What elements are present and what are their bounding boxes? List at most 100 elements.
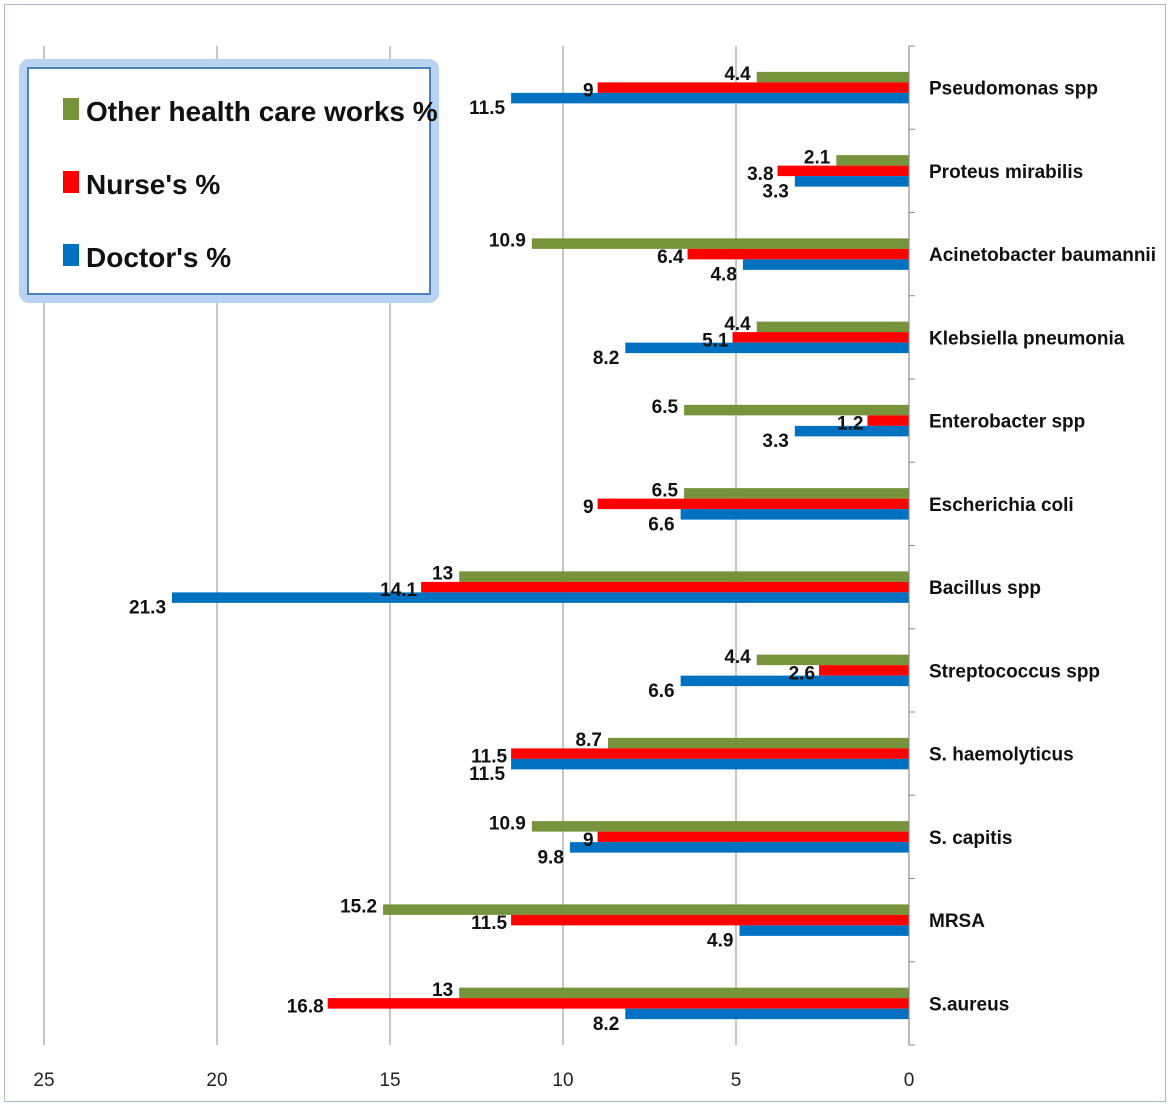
data-label-doctor-s-enterobacter-spp: 3.3 (762, 431, 788, 452)
legend-swatch-doctor-s (63, 244, 79, 266)
data-labels: 4.4911.52.13.83.310.96.44.84.45.18.26.51… (129, 64, 863, 1035)
data-label-doctor-s-streptococcus-spp: 6.6 (648, 681, 674, 702)
data-label-doctor-s-escherichia-coli: 6.6 (648, 514, 674, 535)
legend: Other health care works % Nurse's % Doctor… (19, 59, 439, 303)
x-tick-label-0: 0 (904, 1070, 915, 1091)
bar-other-health-care-works-mrsa (383, 904, 910, 915)
bar-other-health-care-works-klebsiella-pneumonia (756, 321, 909, 333)
legend-label-doctor-s: Doctor's % (86, 242, 231, 273)
data-label-nurse-s-acinetobacter-baumannii: 6.4 (657, 247, 684, 268)
bar-other-health-care-works-pseudomonas-spp (756, 71, 909, 83)
bar-other-health-care-works-escherichia-coli (684, 488, 909, 499)
bar-doctor-s-acinetobacter-baumannii (742, 259, 909, 270)
category-label-escherichia-coli: Escherichia coli (929, 495, 1074, 516)
data-label-doctor-s-bacillus-spp: 21.3 (129, 598, 166, 619)
bar-doctor-s-s-capitis (569, 842, 909, 853)
data-label-other-health-care-works-pseudomonas-spp: 4.4 (724, 64, 751, 85)
data-label-nurse-s-klebsiella-pneumonia: 5.1 (702, 330, 729, 351)
data-label-nurse-s-s-capitis: 9 (583, 830, 594, 851)
bar-nurse-s-escherichia-coli (597, 498, 909, 510)
bar-doctor-s-s-haemolyticus (511, 758, 909, 770)
data-label-other-health-care-works-escherichia-coli: 6.5 (652, 480, 679, 501)
x-tick-label-10: 10 (552, 1070, 573, 1091)
x-tick-label-5: 5 (731, 1070, 742, 1091)
bar-doctor-s-mrsa (739, 925, 909, 936)
bar-doctor-s-enterobacter-spp (794, 425, 909, 437)
category-label-s-haemolyticus: S. haemolyticus (929, 745, 1074, 766)
bar-nurse-s-mrsa (511, 914, 909, 926)
bar-nurse-s-enterobacter-spp (867, 415, 909, 426)
category-label-proteus-mirabilis: Proteus mirabilis (929, 162, 1083, 183)
data-label-nurse-s-mrsa: 11.5 (471, 913, 507, 934)
category-label-s-capitis: S. capitis (929, 828, 1012, 849)
data-label-other-health-care-works-s-capitis: 10.9 (489, 813, 526, 834)
bar-nurse-s-pseudomonas-spp (597, 82, 909, 93)
bar-nurse-s-klebsiella-pneumonia (732, 332, 909, 343)
bar-doctor-s-bacillus-spp (172, 592, 909, 603)
data-label-other-health-care-works-s-aureus: 13 (432, 980, 453, 1001)
bar-doctor-s-s-aureus (625, 1008, 909, 1020)
category-label-streptococcus-spp: Streptococcus spp (929, 661, 1100, 682)
data-label-doctor-s-s-haemolyticus: 11.5 (469, 764, 505, 785)
data-label-other-health-care-works-acinetobacter-baumannii: 10.9 (489, 231, 526, 252)
bar-nurse-s-bacillus-spp (421, 581, 909, 593)
category-labels: Pseudomonas spp Proteus mirabilis Acinetob… (929, 79, 1156, 1016)
legend-glow (19, 59, 439, 303)
category-label-bacillus-spp: Bacillus spp (929, 578, 1041, 599)
bar-nurse-s-streptococcus-spp (819, 665, 909, 676)
data-label-other-health-care-works-bacillus-spp: 13 (432, 564, 453, 585)
data-label-other-health-care-works-proteus-mirabilis: 2.1 (804, 147, 831, 168)
data-label-nurse-s-enterobacter-spp: 1.2 (837, 414, 863, 435)
data-label-nurse-s-bacillus-spp: 14.1 (380, 580, 417, 601)
data-label-doctor-s-mrsa: 4.9 (707, 931, 733, 952)
data-label-doctor-s-s-aureus: 8.2 (593, 1014, 619, 1035)
bar-other-health-care-works-enterobacter-spp (684, 404, 909, 416)
category-axis (908, 45, 915, 1046)
data-label-doctor-s-acinetobacter-baumannii: 4.8 (710, 265, 736, 286)
bar-other-health-care-works-acinetobacter-baumannii (531, 238, 909, 249)
data-label-nurse-s-proteus-mirabilis: 3.8 (747, 164, 773, 185)
data-label-doctor-s-s-capitis: 9.8 (537, 847, 563, 868)
bar-nurse-s-acinetobacter-baumannii (687, 248, 909, 260)
data-label-other-health-care-works-klebsiella-pneumonia: 4.4 (724, 314, 751, 335)
category-label-s-aureus: S.aureus (929, 994, 1009, 1015)
legend-swatch-nurse-s (63, 171, 79, 193)
bar-other-health-care-works-proteus-mirabilis (836, 155, 909, 166)
bar-doctor-s-klebsiella-pneumonia (625, 342, 909, 354)
data-label-other-health-care-works-mrsa: 15.2 (340, 897, 377, 918)
category-label-klebsiella-pneumonia: Klebsiella pneumonia (929, 328, 1125, 349)
x-axis-ticks: 25 20 15 10 5 0 (33, 1070, 914, 1091)
bar-nurse-s-s-haemolyticus (511, 748, 909, 759)
bars (172, 71, 910, 1020)
data-label-nurse-s-s-aureus: 16.8 (287, 996, 324, 1017)
x-tick-label-20: 20 (206, 1070, 227, 1091)
data-label-other-health-care-works-s-haemolyticus: 8.7 (576, 730, 602, 751)
category-label-mrsa: MRSA (929, 911, 985, 932)
bar-other-health-care-works-streptococcus-spp (756, 654, 909, 666)
data-label-doctor-s-proteus-mirabilis: 3.3 (762, 181, 788, 202)
bar-other-health-care-works-bacillus-spp (459, 571, 909, 582)
data-label-other-health-care-works-enterobacter-spp: 6.5 (652, 397, 679, 418)
category-label-acinetobacter-baumannii: Acinetobacter baumannii (929, 245, 1156, 266)
data-label-nurse-s-pseudomonas-spp: 9 (583, 81, 594, 102)
data-label-nurse-s-s-haemolyticus: 11.5 (471, 747, 507, 768)
data-label-nurse-s-streptococcus-spp: 2.6 (789, 663, 815, 684)
bar-doctor-s-pseudomonas-spp (511, 92, 909, 104)
bar-nurse-s-s-aureus (327, 998, 910, 1009)
legend-label-other-health-care-works: Other health care works % (86, 96, 438, 127)
bar-other-health-care-works-s-haemolyticus (607, 737, 909, 749)
bar-doctor-s-proteus-mirabilis (794, 176, 909, 187)
data-label-doctor-s-pseudomonas-spp: 11.5 (469, 98, 505, 119)
bar-nurse-s-proteus-mirabilis (777, 165, 909, 177)
data-label-nurse-s-escherichia-coli: 9 (583, 497, 594, 518)
category-label-enterobacter-spp: Enterobacter spp (929, 412, 1085, 433)
category-label-pseudomonas-spp: Pseudomonas spp (929, 79, 1098, 100)
legend-swatch-other-health-care-works (63, 98, 79, 120)
bar-other-health-care-works-s-capitis (531, 821, 909, 832)
data-label-doctor-s-klebsiella-pneumonia: 8.2 (593, 348, 619, 369)
x-tick-label-15: 15 (379, 1070, 400, 1091)
legend-label-nurse-s: Nurse's % (86, 169, 220, 200)
bar-doctor-s-escherichia-coli (680, 509, 909, 520)
legend-box (27, 67, 431, 295)
